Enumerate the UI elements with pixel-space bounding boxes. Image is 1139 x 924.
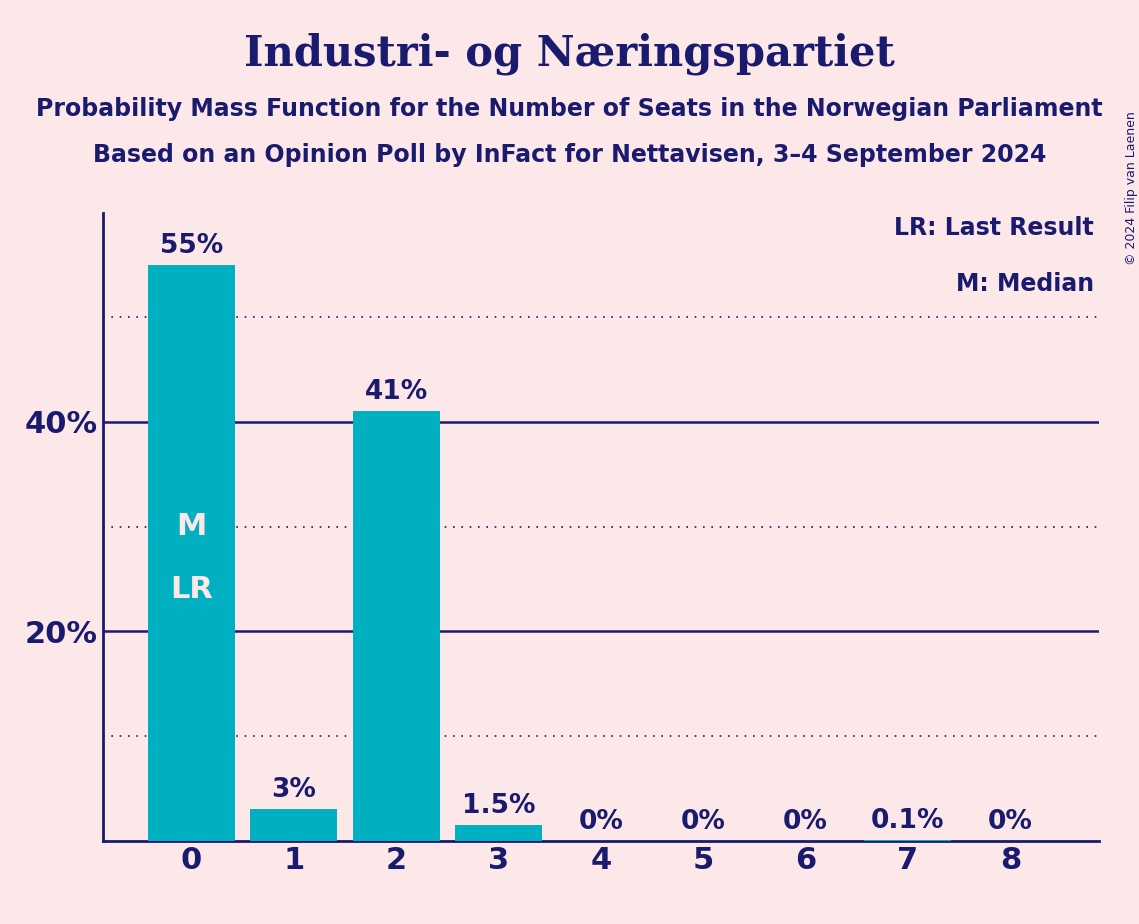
Text: 55%: 55% bbox=[159, 233, 223, 259]
Text: Probability Mass Function for the Number of Seats in the Norwegian Parliament: Probability Mass Function for the Number… bbox=[36, 97, 1103, 121]
Text: © 2024 Filip van Laenen: © 2024 Filip van Laenen bbox=[1124, 111, 1138, 264]
Bar bbox=[454, 825, 542, 841]
Text: 0%: 0% bbox=[579, 808, 623, 834]
Text: M: M bbox=[177, 512, 206, 541]
Text: Based on an Opinion Poll by InFact for Nettavisen, 3–4 September 2024: Based on an Opinion Poll by InFact for N… bbox=[92, 143, 1047, 167]
Bar bbox=[353, 411, 440, 841]
Text: LR: LR bbox=[170, 575, 213, 604]
Text: M: Median: M: Median bbox=[956, 273, 1095, 297]
Text: 3%: 3% bbox=[271, 777, 317, 803]
Text: 0%: 0% bbox=[988, 808, 1033, 834]
Text: LR: Last Result: LR: Last Result bbox=[894, 215, 1095, 239]
Text: Industri- og Næringspartiet: Industri- og Næringspartiet bbox=[244, 32, 895, 75]
Bar bbox=[148, 265, 235, 841]
Text: 0%: 0% bbox=[681, 808, 726, 834]
Text: 41%: 41% bbox=[364, 379, 428, 406]
Bar bbox=[865, 840, 951, 841]
Text: 1.5%: 1.5% bbox=[461, 793, 535, 819]
Bar bbox=[251, 809, 337, 841]
Text: 0.1%: 0.1% bbox=[871, 808, 944, 833]
Text: 0%: 0% bbox=[784, 808, 828, 834]
